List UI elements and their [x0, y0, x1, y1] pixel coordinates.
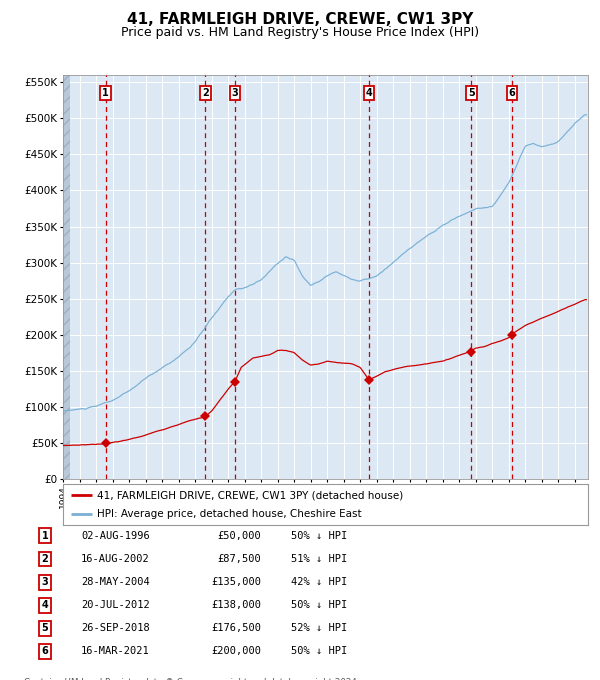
Text: 41, FARMLEIGH DRIVE, CREWE, CW1 3PY: 41, FARMLEIGH DRIVE, CREWE, CW1 3PY: [127, 12, 473, 27]
Text: 6: 6: [41, 647, 49, 656]
Text: 5: 5: [468, 88, 475, 98]
Text: £87,500: £87,500: [217, 554, 261, 564]
Bar: [63, 75, 70, 479]
Text: Contains HM Land Registry data © Crown copyright and database right 2024.: Contains HM Land Registry data © Crown c…: [24, 678, 359, 680]
Text: £50,000: £50,000: [217, 531, 261, 541]
Text: 50% ↓ HPI: 50% ↓ HPI: [291, 531, 347, 541]
Text: 42% ↓ HPI: 42% ↓ HPI: [291, 577, 347, 587]
Text: £200,000: £200,000: [211, 647, 261, 656]
Text: 1: 1: [41, 531, 49, 541]
Text: Price paid vs. HM Land Registry's House Price Index (HPI): Price paid vs. HM Land Registry's House …: [121, 26, 479, 39]
Text: 2: 2: [202, 88, 209, 98]
Text: £135,000: £135,000: [211, 577, 261, 587]
Text: 41, FARMLEIGH DRIVE, CREWE, CW1 3PY (detached house): 41, FARMLEIGH DRIVE, CREWE, CW1 3PY (det…: [97, 490, 403, 500]
Text: 6: 6: [509, 88, 515, 98]
Text: 3: 3: [41, 577, 49, 587]
Text: 26-SEP-2018: 26-SEP-2018: [81, 624, 150, 633]
Text: 20-JUL-2012: 20-JUL-2012: [81, 600, 150, 610]
Text: 4: 4: [366, 88, 373, 98]
Text: 2: 2: [41, 554, 49, 564]
Text: 02-AUG-1996: 02-AUG-1996: [81, 531, 150, 541]
Text: £138,000: £138,000: [211, 600, 261, 610]
Text: HPI: Average price, detached house, Cheshire East: HPI: Average price, detached house, Ches…: [97, 509, 362, 519]
Text: 50% ↓ HPI: 50% ↓ HPI: [291, 647, 347, 656]
Text: 16-AUG-2002: 16-AUG-2002: [81, 554, 150, 564]
Text: 4: 4: [41, 600, 49, 610]
Text: 5: 5: [41, 624, 49, 633]
Text: 3: 3: [232, 88, 238, 98]
Text: 50% ↓ HPI: 50% ↓ HPI: [291, 600, 347, 610]
Text: 16-MAR-2021: 16-MAR-2021: [81, 647, 150, 656]
Text: £176,500: £176,500: [211, 624, 261, 633]
Text: 1: 1: [102, 88, 109, 98]
Text: 28-MAY-2004: 28-MAY-2004: [81, 577, 150, 587]
Text: 52% ↓ HPI: 52% ↓ HPI: [291, 624, 347, 633]
Text: 51% ↓ HPI: 51% ↓ HPI: [291, 554, 347, 564]
